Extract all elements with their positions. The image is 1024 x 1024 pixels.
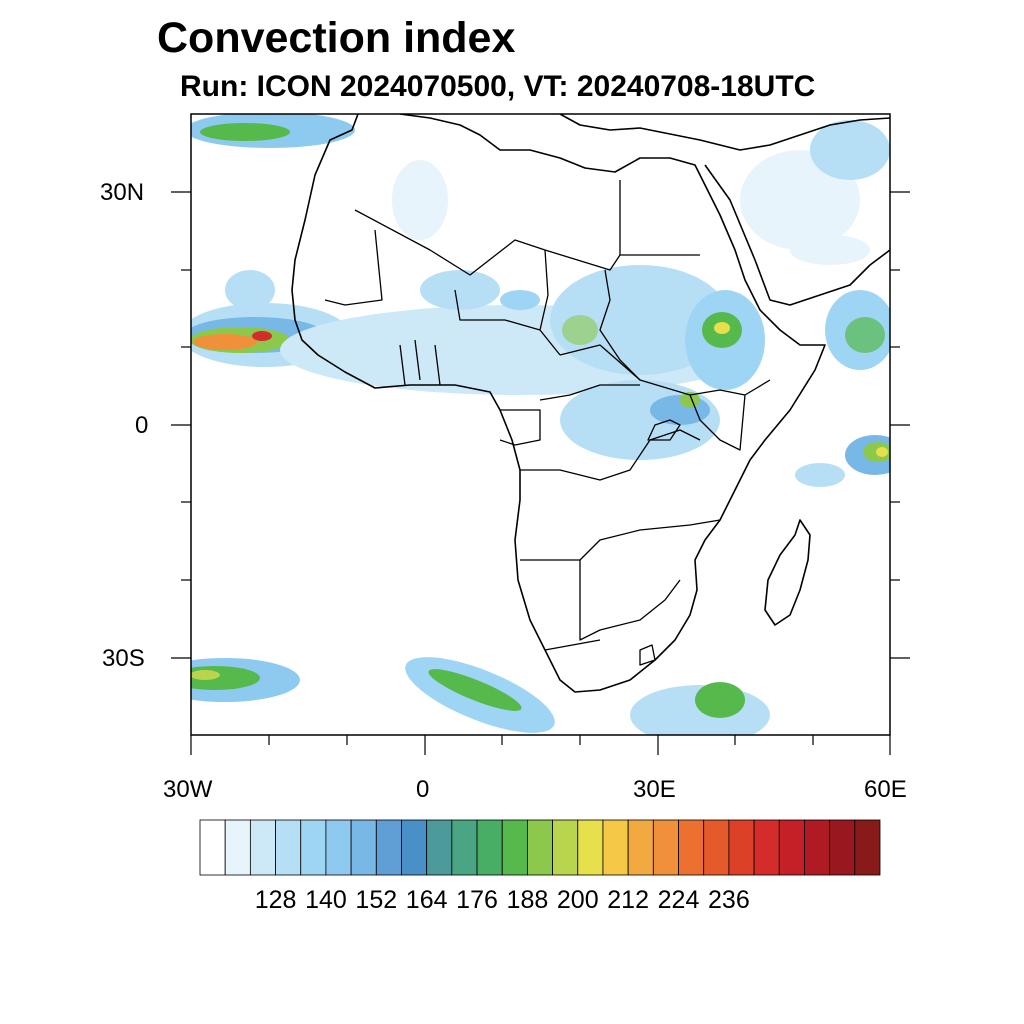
colorbar-swatch [552,819,579,876]
colorbar-swatch [527,819,553,876]
colorbar-label: 164 [405,886,448,914]
colorbar-swatch [728,819,755,876]
x-tick-30e: 30E [633,776,676,803]
y-tick-30n: 30N [100,179,145,206]
colorbar-swatch [300,819,327,876]
y-tick-0: 0 [135,412,149,439]
colorbar-label: 212 [607,886,649,914]
y-tick-30s: 30S [102,645,145,672]
chart-title: Convection index [157,14,516,62]
colorbar-label: 140 [305,886,347,914]
colorbar-swatch [577,819,604,876]
africa-coastline [291,114,826,693]
colorbar-swatch [375,819,402,876]
colorbar-label: 176 [456,886,498,914]
colorbar-swatch [325,819,352,876]
colorbar-swatch [501,819,528,876]
colorbar-swatch [829,819,856,876]
madagascar [764,519,811,626]
x-tick-0: 0 [416,776,430,803]
colorbar-swatch [275,819,302,876]
coastlines [291,114,890,693]
x-tick-60e: 60E [864,776,907,803]
chart-subtitle: Run: ICON 2024070500, VT: 20240708-18UTC [180,70,816,103]
colorbar-swatch [678,819,705,876]
colorbar-swatch [804,819,831,876]
colorbar-label: 224 [657,886,700,914]
convection-field [191,114,890,735]
colorbar-swatch [602,819,629,876]
colorbar-label: 128 [254,886,297,914]
colorbar-swatch [451,819,478,876]
x-tick-30w: 30W [163,776,213,803]
colorbar-swatch [249,819,276,876]
axis-ticks [171,191,910,755]
colorbar-swatch [426,819,453,876]
colorbar-swatch [476,819,503,876]
colorbar-label: 236 [708,886,750,914]
colorbar-swatch [854,819,881,876]
colorbar-swatch [627,819,654,876]
colorbar-swatch [350,819,377,876]
colorbar-label: 188 [506,886,549,914]
arabia-coast [704,164,890,306]
colorbar-swatch [401,819,428,876]
colorbar-swatch [703,819,730,876]
colorbar-label: 152 [355,886,398,914]
colorbar-swatch [778,819,805,876]
colorbar-swatch [224,819,251,876]
colorbar-swatch [199,819,226,876]
colorbar [199,819,881,876]
colorbar-swatch [753,819,780,876]
colorbar-swatch [652,819,679,876]
europe-coast [559,114,890,151]
colorbar-label: 200 [556,886,599,914]
